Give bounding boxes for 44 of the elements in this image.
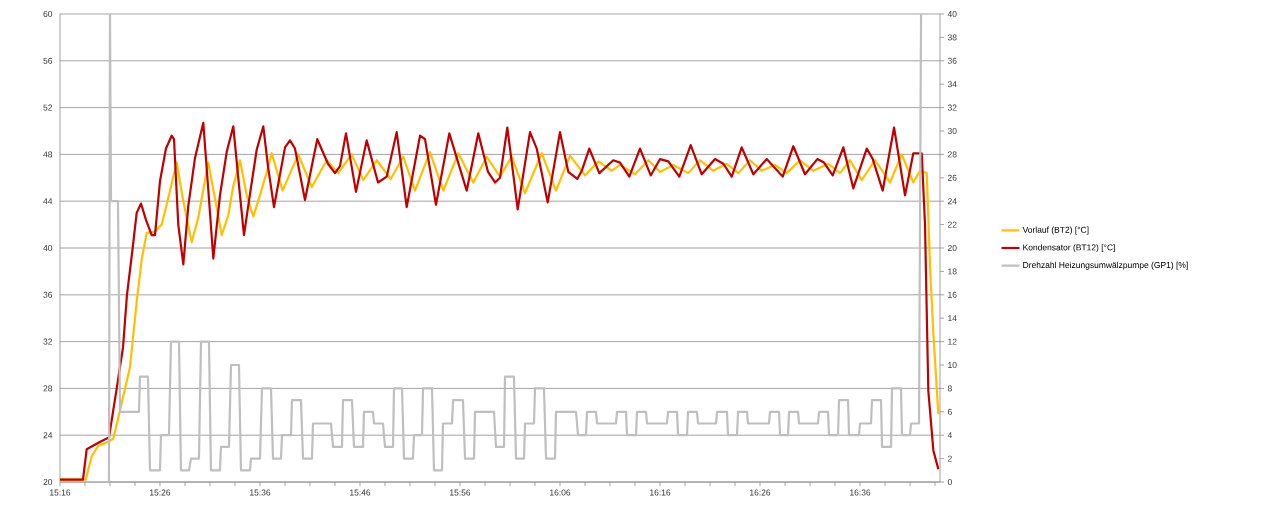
y-tick-label: 28 <box>43 385 53 392</box>
y2-tick-label: 8 <box>947 385 952 392</box>
y2-tick-label: 20 <box>947 245 957 251</box>
y2-tick-label: 12 <box>948 338 957 345</box>
y-tick-label: 48 <box>43 151 53 158</box>
legend-label: Kondensator (BT12) [°C] <box>1023 244 1115 253</box>
y2-tick-label: 38 <box>947 34 957 41</box>
y2-tick-label: 24 <box>947 198 957 205</box>
x-tick-label: 16:36 <box>850 489 871 496</box>
y-tick-label: 40 <box>43 245 53 251</box>
y-tick-label: 24 <box>43 432 53 439</box>
y2-tick-label: 18 <box>948 268 957 275</box>
y2-tick-label: 22 <box>947 221 957 228</box>
y2-tick-label: 16 <box>948 291 957 298</box>
y2-tick-label: 2 <box>947 455 952 462</box>
y-tick-label: 36 <box>43 291 53 298</box>
y2-tick-label: 14 <box>948 315 957 322</box>
x-tick-label: 15:36 <box>250 489 271 496</box>
y-tick-label: 20 <box>43 479 53 485</box>
x-tick-label: 15:56 <box>450 489 471 496</box>
x-tick-label: 16:06 <box>550 489 571 496</box>
y2-tick-label: 40 <box>947 11 957 17</box>
y-tick-label: 44 <box>43 198 53 205</box>
y2-tick-label: 4 <box>947 432 952 439</box>
y-tick-label: 52 <box>43 104 53 111</box>
y-tick-label: 60 <box>43 11 53 17</box>
x-tick-label: 15:16 <box>50 489 71 496</box>
legend-label: Drehzahl Heizungsumwälzpumpe (GP1) [%] <box>1023 261 1188 270</box>
x-tick-label: 16:26 <box>750 489 771 496</box>
y2-tick-label: 36 <box>947 57 957 64</box>
y2-tick-label: 30 <box>947 128 957 134</box>
y2-tick-label: 0 <box>947 479 952 485</box>
y2-tick-label: 28 <box>947 151 957 158</box>
y-tick-label: 56 <box>43 57 53 64</box>
y2-tick-label: 6 <box>947 408 952 415</box>
legend-label: Vorlauf (BT2) [°C] <box>1022 226 1089 235</box>
y2-tick-label: 32 <box>947 104 957 111</box>
y2-tick-label: 34 <box>947 81 957 88</box>
x-tick-label: 16:16 <box>650 489 671 496</box>
y2-tick-label: 10 <box>948 362 957 368</box>
x-tick-label: 15:46 <box>350 489 371 496</box>
y-tick-label: 32 <box>43 338 53 345</box>
y2-tick-label: 26 <box>947 174 957 181</box>
x-tick-label: 15:26 <box>150 489 171 496</box>
